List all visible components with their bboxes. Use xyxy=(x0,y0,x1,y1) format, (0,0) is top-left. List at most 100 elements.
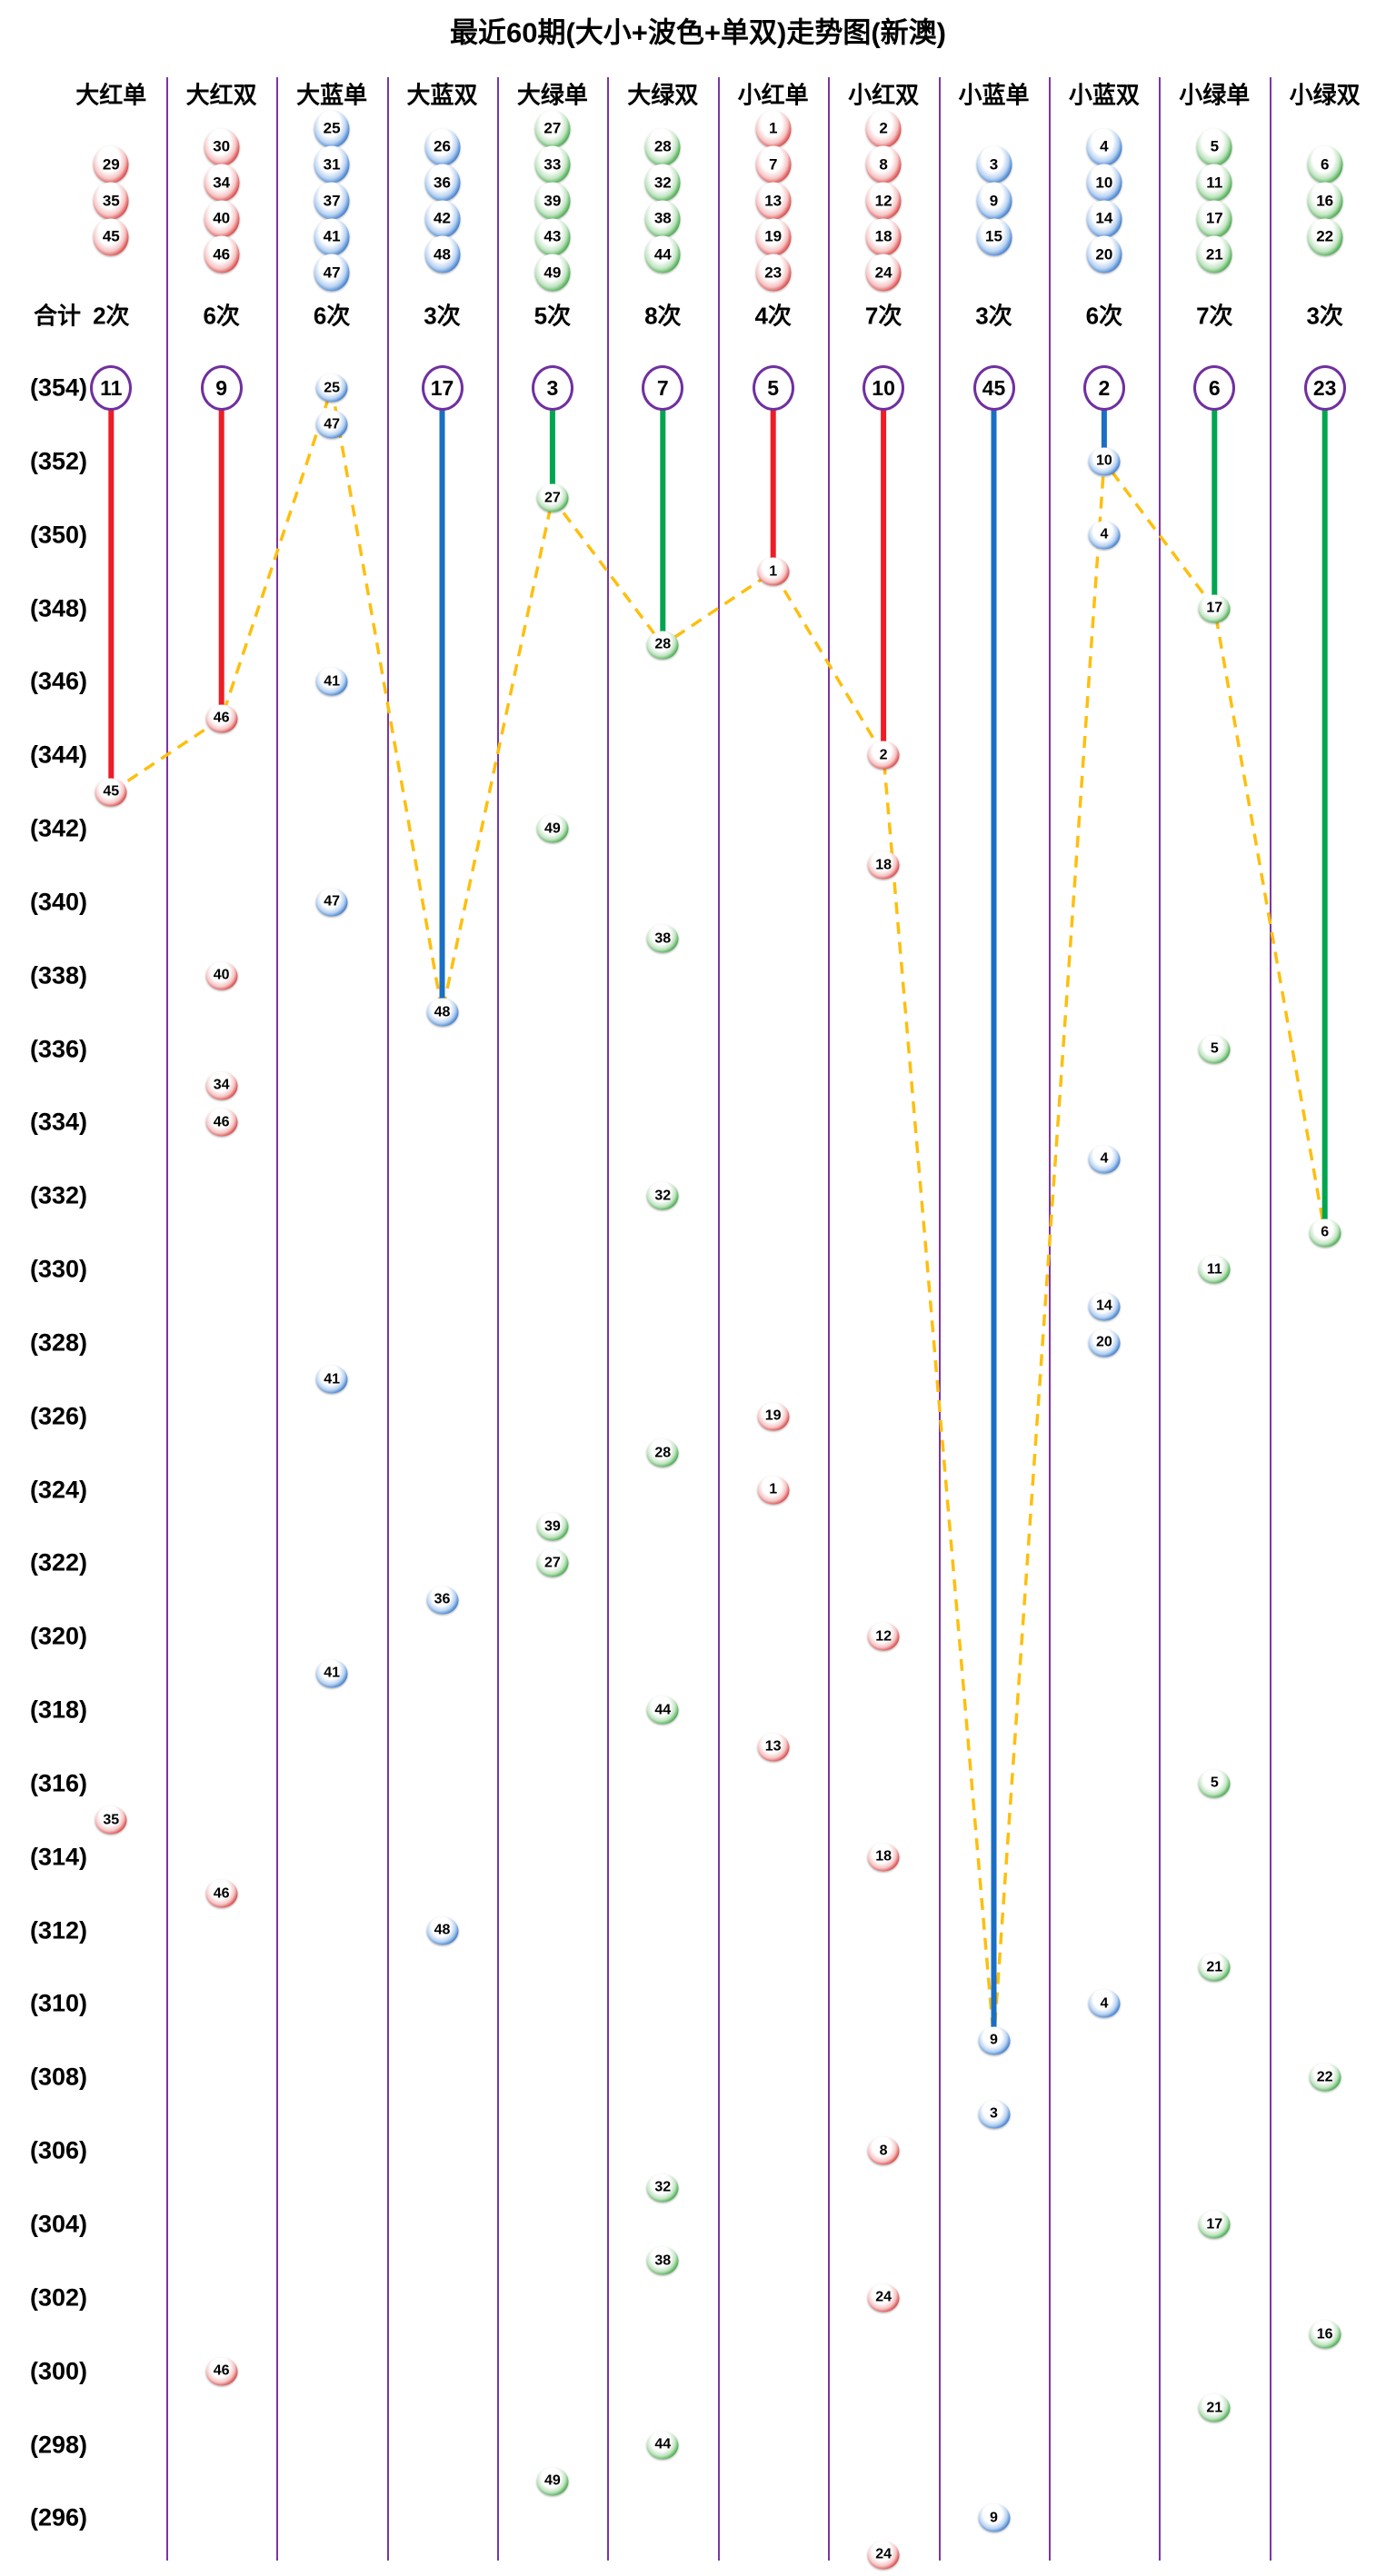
column-count: 6次 xyxy=(1085,302,1123,330)
column-separator xyxy=(828,77,831,2561)
row-label: (302) xyxy=(29,2283,87,2312)
column-header: 小红单 xyxy=(737,81,809,109)
column-header: 小蓝双 xyxy=(1068,81,1140,109)
missing-count-circle: 3 xyxy=(531,365,573,411)
legend-ball: 11 xyxy=(1196,164,1232,202)
legend-ball: 19 xyxy=(755,218,792,256)
chart-ball: 17 xyxy=(1198,594,1231,623)
chart-ball: 44 xyxy=(646,1696,679,1725)
column-count: 3次 xyxy=(975,302,1012,330)
chart-ball: 5 xyxy=(1198,1035,1231,1064)
missing-count-circle: 11 xyxy=(90,365,133,411)
column-separator xyxy=(717,77,720,2561)
row-label: (322) xyxy=(29,1548,87,1576)
row-label: (344) xyxy=(29,741,87,769)
column-separator xyxy=(276,77,279,2561)
chart-ball: 5 xyxy=(1198,1769,1231,1798)
legend-ball: 8 xyxy=(865,145,902,184)
chart-ball: 41 xyxy=(315,1365,348,1394)
column-separator xyxy=(607,77,610,2561)
legend-ball: 31 xyxy=(314,145,350,184)
row-label: (300) xyxy=(29,2357,87,2385)
chart-ball: 49 xyxy=(536,2467,569,2496)
chart-ball: 41 xyxy=(315,1659,348,1688)
legend-ball: 44 xyxy=(644,235,681,274)
row-label: (316) xyxy=(29,1769,87,1797)
column-separator xyxy=(1159,77,1162,2561)
legend-ball: 33 xyxy=(534,145,571,184)
row-label: (352) xyxy=(29,447,87,475)
missing-count-circle: 6 xyxy=(1193,365,1236,411)
chart-ball: 41 xyxy=(315,667,348,696)
chart-ball: 28 xyxy=(646,631,679,660)
legend-ball: 45 xyxy=(93,218,129,256)
page-title: 最近60期(大小+波色+单双)走势图(新澳) xyxy=(450,16,946,49)
legend-ball: 9 xyxy=(976,182,1012,220)
column-header: 大蓝双 xyxy=(406,81,478,109)
missing-count-circle: 5 xyxy=(752,365,794,411)
legend-ball: 30 xyxy=(204,128,240,166)
column-header: 小绿双 xyxy=(1289,81,1361,109)
chart-ball: 9 xyxy=(978,2026,1010,2055)
legend-ball: 42 xyxy=(424,200,460,238)
column-header: 大绿单 xyxy=(516,81,588,109)
legend-ball: 16 xyxy=(1307,182,1343,220)
chart-ball: 48 xyxy=(426,1916,458,1945)
chart-ball: 34 xyxy=(205,1071,238,1100)
column-count: 6次 xyxy=(203,302,240,330)
row-label: (330) xyxy=(29,1255,87,1283)
chart-ball: 18 xyxy=(867,1843,900,1872)
legend-ball: 5 xyxy=(1196,128,1232,166)
column-separator xyxy=(496,77,499,2561)
row-label: (310) xyxy=(29,1989,87,2017)
chart-ball: 48 xyxy=(426,998,458,1027)
row-label: (312) xyxy=(29,1916,87,1944)
row-label: (298) xyxy=(29,2431,87,2459)
missing-count-circle: 10 xyxy=(863,365,905,411)
chart-ball: 47 xyxy=(315,410,348,439)
legend-ball: 12 xyxy=(865,182,902,220)
legend-ball: 2 xyxy=(865,110,902,148)
chart-ball: 27 xyxy=(536,483,569,512)
chart-ball: 39 xyxy=(536,1512,569,1541)
chart-ball: 25 xyxy=(315,373,348,403)
row-label: (304) xyxy=(29,2210,87,2238)
row-label: (334) xyxy=(29,1108,87,1136)
total-label: 合计 xyxy=(33,302,82,330)
row-label: (354) xyxy=(29,373,87,402)
column-count: 3次 xyxy=(424,302,461,330)
missing-count-circle: 2 xyxy=(1082,365,1125,411)
chart-ball: 10 xyxy=(1088,447,1121,476)
legend-ball: 18 xyxy=(865,218,902,256)
chart-ball: 8 xyxy=(867,2136,900,2165)
row-label: (336) xyxy=(29,1035,87,1063)
chart-ball: 22 xyxy=(1309,2063,1341,2092)
chart-ball: 21 xyxy=(1198,1953,1231,1982)
legend-ball: 38 xyxy=(644,200,681,238)
column-header: 小红双 xyxy=(848,81,920,109)
missing-count-circle: 23 xyxy=(1303,365,1346,411)
column-header: 大绿双 xyxy=(627,81,699,109)
legend-ball: 6 xyxy=(1307,145,1343,184)
legend-ball: 41 xyxy=(314,218,350,256)
legend-ball: 7 xyxy=(755,145,792,184)
column-count: 2次 xyxy=(93,302,130,330)
legend-ball: 49 xyxy=(534,254,571,292)
row-label: (306) xyxy=(29,2136,87,2164)
chart-ball: 4 xyxy=(1088,521,1121,550)
legend-ball: 28 xyxy=(644,128,681,166)
row-label: (332) xyxy=(29,1181,87,1209)
chart-ball: 9 xyxy=(978,2503,1010,2532)
legend-ball: 35 xyxy=(93,182,129,220)
column-separator xyxy=(1269,77,1271,2561)
legend-ball: 29 xyxy=(93,145,129,184)
row-label: (348) xyxy=(29,594,87,622)
legend-ball: 21 xyxy=(1196,235,1232,274)
legend-ball: 34 xyxy=(204,164,240,202)
legend-ball: 32 xyxy=(644,164,681,202)
chart-ball: 19 xyxy=(757,1402,790,1431)
column-header: 小蓝单 xyxy=(958,81,1030,109)
legend-ball: 39 xyxy=(534,182,571,220)
column-header: 大蓝单 xyxy=(296,81,368,109)
